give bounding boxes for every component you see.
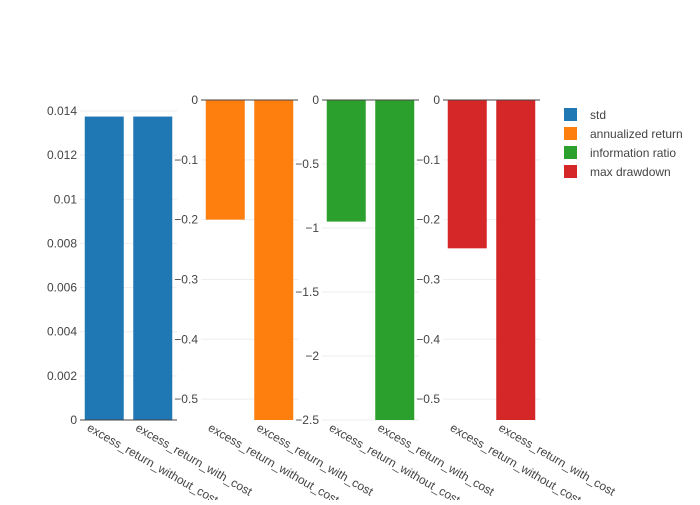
y-tick-label: 0.014	[47, 104, 77, 118]
legend-item-max-drawdown[interactable]: max drawdown	[564, 165, 671, 179]
legend-item-information-ratio[interactable]: information ratio	[564, 146, 676, 160]
y-tick-label: 0.01	[54, 192, 78, 206]
y-tick-label: −0.5	[416, 392, 440, 406]
y-tick-label: −2.5	[295, 413, 319, 427]
y-tick-label: −2	[305, 349, 319, 363]
legend-swatch	[564, 108, 577, 121]
subplot-panels: 00.0020.0040.0060.0080.010.0120.014exces…	[47, 93, 618, 505]
legend-label: max drawdown	[590, 165, 671, 179]
y-tick-label: −1.5	[295, 285, 319, 299]
legend-item-annualized-return[interactable]: annualized return	[564, 127, 683, 141]
y-tick-label: 0	[312, 93, 319, 107]
y-tick-label: 0.002	[47, 369, 77, 383]
bar-max-drawdown-1	[447, 100, 487, 249]
legend-swatch	[564, 127, 577, 140]
y-tick-label: −0.4	[174, 332, 198, 346]
legend-swatch	[564, 165, 577, 178]
legend-swatch	[564, 146, 577, 159]
y-tick-label: −0.2	[174, 213, 198, 227]
bar-information-ratio-2	[375, 100, 415, 420]
y-tick-label: −0.1	[174, 153, 198, 167]
bar-max-drawdown-2	[496, 100, 536, 420]
subplot-max-drawdown: 0−0.1−0.2−0.3−0.4−0.5excess_return_witho…	[416, 93, 618, 505]
y-tick-label: −1	[305, 221, 319, 235]
y-tick-label: 0.012	[47, 148, 77, 162]
y-tick-label: 0	[191, 93, 198, 107]
y-tick-label: −0.5	[295, 157, 319, 171]
y-tick-label: −0.4	[416, 332, 440, 346]
y-tick-label: −0.3	[416, 272, 440, 286]
y-tick-label: 0.006	[47, 281, 77, 295]
y-tick-label: −0.5	[174, 392, 198, 406]
bar-information-ratio-1	[326, 100, 366, 222]
bar-std-2	[133, 116, 173, 420]
y-tick-label: 0.004	[47, 325, 77, 339]
y-tick-label: 0.008	[47, 236, 77, 250]
y-tick-label: 0	[433, 93, 440, 107]
bar-std-1	[84, 116, 124, 420]
y-tick-label: 0	[70, 413, 77, 427]
bar-annualized-return-1	[205, 100, 245, 220]
legend[interactable]: std annualized return information ratio max…	[564, 108, 683, 179]
legend-item-std[interactable]: std	[564, 108, 606, 122]
legend-label: std	[590, 108, 606, 122]
y-tick-label: −0.2	[416, 213, 440, 227]
bar-annualized-return-2	[254, 100, 294, 420]
y-tick-label: −0.1	[416, 153, 440, 167]
legend-label: information ratio	[590, 146, 676, 160]
y-tick-label: −0.3	[174, 272, 198, 286]
legend-label: annualized return	[590, 127, 683, 141]
